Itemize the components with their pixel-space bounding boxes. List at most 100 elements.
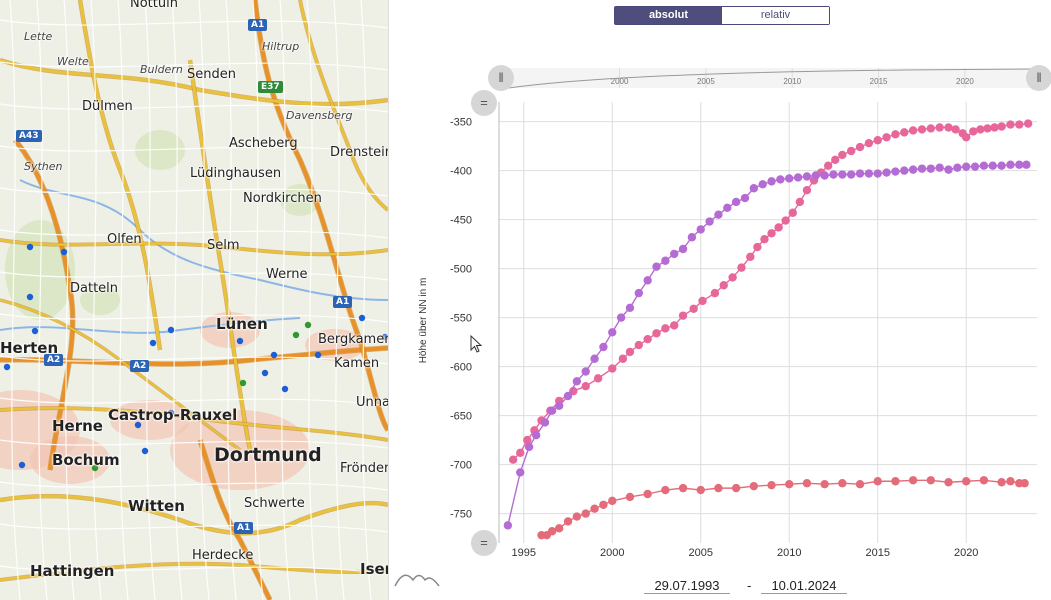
station-marker: [381, 333, 388, 341]
range-start-handle-icon[interactable]: ‖: [488, 65, 514, 91]
minor-road: [144, 0, 156, 600]
data-point: [846, 146, 856, 156]
data-point: [990, 123, 999, 132]
data-point: [599, 500, 608, 509]
data-point: [643, 276, 652, 285]
chart-svg[interactable]: 2000 2005 2010 2015 2020 -350 -400 -450 -500 -550…: [389, 0, 1051, 600]
data-point: [838, 150, 847, 160]
data-point: [593, 374, 603, 383]
station-marker: [91, 464, 99, 472]
data-point: [864, 138, 874, 148]
city-label: Schwerte: [244, 496, 305, 511]
map-canvas[interactable]: [0, 0, 388, 600]
station-marker: [149, 339, 157, 347]
city-label: Olfen: [107, 232, 142, 247]
data-point: [1006, 477, 1015, 486]
data-point: [935, 163, 944, 172]
mountain-icon[interactable]: [393, 568, 441, 590]
data-point: [710, 288, 720, 298]
data-point: [608, 496, 617, 506]
y-tick-label: -600: [450, 362, 472, 374]
data-point: [652, 262, 661, 271]
data-point: [831, 155, 840, 165]
data-point: [820, 480, 829, 489]
data-point: [846, 170, 856, 179]
series-line: [541, 479, 1025, 536]
overview-line: [508, 68, 1035, 89]
date-from-field[interactable]: 29.07.1993: [644, 578, 730, 594]
data-point: [811, 171, 820, 180]
data-point: [838, 479, 847, 488]
y-tick-label: -700: [450, 460, 472, 472]
data-point: [944, 165, 953, 174]
data-point: [962, 162, 971, 171]
data-point: [788, 208, 797, 217]
station-marker: [314, 351, 322, 359]
minor-road: [0, 397, 388, 407]
data-point: [997, 161, 1006, 170]
data-point: [652, 329, 661, 338]
data-point: [873, 136, 882, 145]
data-point: [935, 123, 944, 132]
data-point: [670, 249, 679, 259]
data-point: [516, 448, 525, 458]
overview-strip: [509, 68, 1034, 88]
data-point: [864, 169, 874, 178]
data-point: [988, 161, 997, 170]
data-point: [976, 125, 985, 134]
road: [13, 138, 75, 471]
data-point: [760, 235, 769, 244]
station-marker: [134, 421, 142, 429]
data-point: [873, 169, 882, 178]
minor-road: [171, 0, 183, 600]
data-point: [643, 489, 652, 499]
data-point: [891, 477, 900, 486]
station-marker: [358, 314, 366, 322]
data-point: [723, 203, 732, 213]
series-line: [512, 122, 1029, 461]
data-point: [997, 122, 1006, 131]
data-point: [900, 128, 909, 137]
data-point: [554, 401, 564, 410]
road: [198, 439, 272, 600]
minor-road: [360, 0, 372, 600]
station-marker: [236, 337, 244, 345]
data-point: [774, 223, 783, 232]
data-point: [503, 521, 513, 530]
zoom-bottom-handle-icon[interactable]: =: [471, 530, 497, 556]
city-label: Lünen: [216, 315, 268, 333]
x-tick-label: 2015: [865, 547, 889, 559]
data-point: [891, 167, 900, 176]
series-1: [508, 119, 1033, 464]
date-separator: -: [747, 578, 752, 593]
map-view[interactable]: Nottuln Lette Welte Buldern Senden Hiltrup Dül…: [0, 0, 388, 600]
data-point: [767, 229, 776, 238]
relativ-button[interactable]: relativ: [722, 7, 829, 24]
absolut-button[interactable]: absolut: [615, 7, 722, 24]
range-end-handle-icon[interactable]: ‖: [1026, 65, 1051, 91]
city-label: Iserlohn: [360, 560, 388, 578]
series-2: [503, 160, 1031, 530]
city-label: Witten: [128, 497, 185, 515]
data-point: [1015, 160, 1024, 169]
mode-toggle[interactable]: absolut relativ: [614, 6, 830, 25]
data-point: [908, 476, 918, 485]
data-point: [634, 288, 644, 298]
city-label: Drensteinfurt: [330, 145, 388, 160]
data-point: [781, 216, 790, 225]
data-point: [572, 377, 582, 386]
data-point: [678, 244, 688, 254]
data-point: [661, 256, 670, 265]
zoom-top-handle-icon[interactable]: =: [471, 90, 497, 116]
data-point: [705, 217, 714, 226]
data-point: [820, 171, 829, 180]
station-marker: [261, 369, 269, 377]
date-to-field[interactable]: 10.01.2024: [761, 578, 847, 594]
data-point: [908, 126, 918, 135]
data-point: [696, 225, 705, 234]
minor-road: [36, 0, 48, 600]
river: [19, 179, 388, 301]
data-point: [698, 296, 707, 306]
data-point: [524, 442, 534, 452]
data-point: [926, 164, 936, 173]
